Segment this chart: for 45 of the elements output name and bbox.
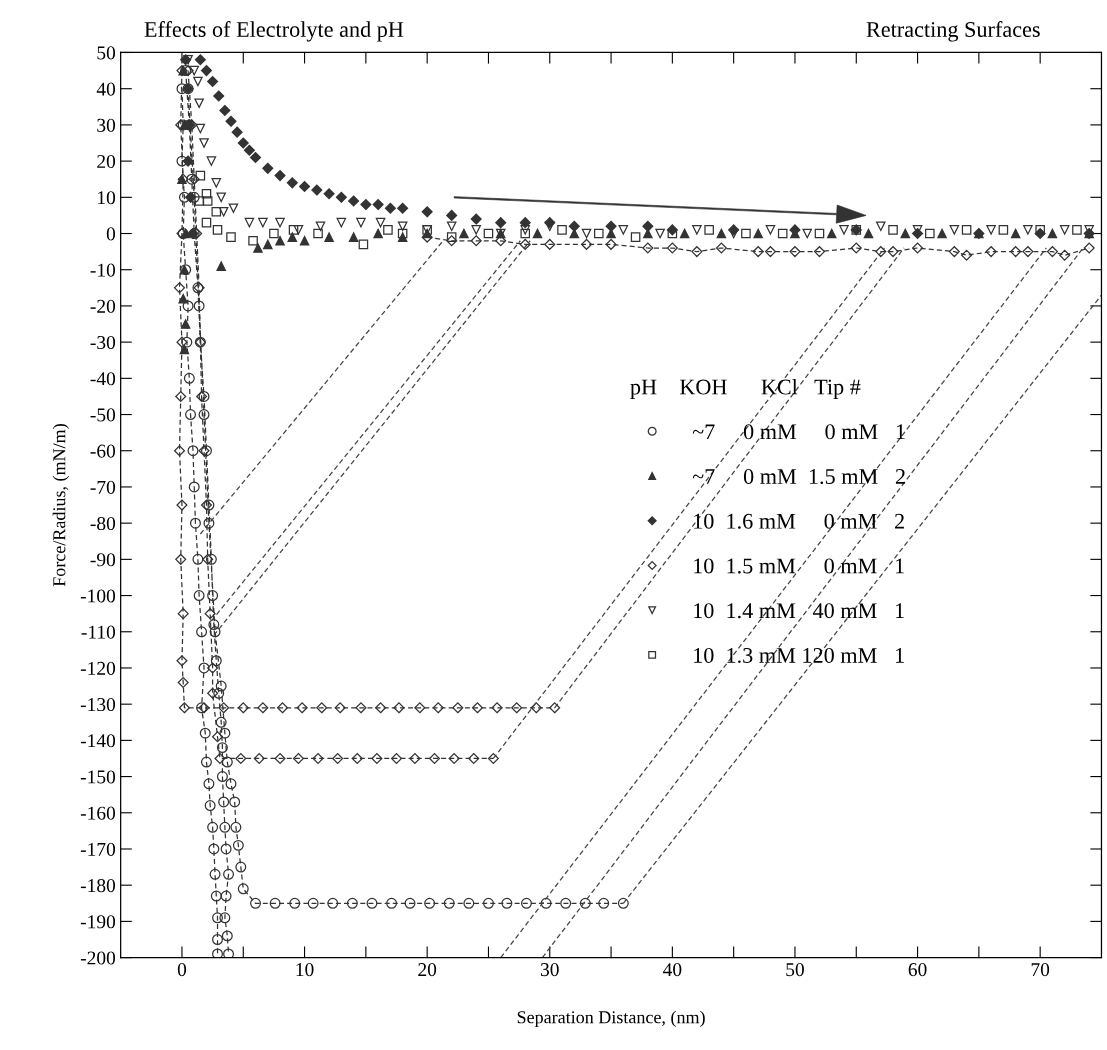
legend-title: pH KOH KCl Tip #	[630, 378, 861, 400]
text: Retracting Surfaces	[866, 21, 1040, 42]
x-tick-label: 60	[908, 963, 927, 977]
y-tick-label: -20	[90, 299, 116, 313]
legend-label: ~7 0 mM 0 mM 1	[692, 424, 905, 440]
y-tick-label: -40	[90, 372, 116, 386]
y-tick-label: -130	[80, 697, 116, 712]
y-tick-label: 40	[96, 82, 116, 96]
y-tick-label: -10	[90, 263, 116, 277]
y-tick-label: -70	[90, 480, 116, 494]
y-tick-label: -170	[80, 842, 116, 856]
y-tick-label: -120	[80, 661, 116, 675]
y-tick-label: -110	[81, 625, 116, 639]
chart-title: Effects of Electrolyte and pH	[144, 21, 404, 42]
y-tick-label: -60	[90, 444, 116, 458]
y-tick-label: -160	[80, 806, 116, 820]
y-tick-label: -50	[90, 408, 116, 422]
y-tick-label: -150	[80, 770, 116, 784]
y-tick-label: -200	[80, 951, 116, 965]
x-tick-label: 30	[540, 963, 559, 977]
y-axis-title: Force/Radius, (mN/m)	[52, 424, 70, 587]
y-tick-label: -100	[80, 589, 116, 603]
y-tick-label: 0	[106, 227, 116, 241]
y-tick-label: -190	[80, 915, 116, 929]
x-tick-label: 40	[663, 963, 682, 977]
x-tick-label: 70	[1031, 963, 1050, 977]
x-tick-label: 10	[296, 963, 314, 977]
x-tick-label: 50	[786, 963, 804, 977]
y-tick-label: -80	[90, 516, 116, 531]
legend-label: ~7 0 mM 1.5 mM 2	[692, 468, 905, 485]
legend-label: 10 1.6 mM 0 mM 2	[694, 513, 904, 529]
y-tick-label: 30	[97, 118, 116, 132]
x-axis-title: Separation Distance, (nm)	[517, 1010, 705, 1028]
y-tick-label: 20	[97, 154, 116, 169]
legend-label: 10 1.3 mM 120 mM 1	[694, 647, 904, 664]
y-tick-label: -140	[80, 734, 116, 748]
legend-label: 10 1.5 mM 0 mM 1	[694, 558, 904, 574]
y-tick-label: 10	[98, 191, 116, 205]
y-tick-label: -90	[90, 553, 116, 567]
x-tick-label: 0	[177, 963, 187, 977]
x-tick-label: 20	[418, 963, 437, 977]
y-tick-label: -180	[80, 879, 116, 893]
y-tick-label: -30	[90, 335, 116, 350]
legend-label: 10 1.4 mM 40 mM 1	[694, 603, 904, 619]
y-tick-label: 50	[97, 46, 116, 60]
